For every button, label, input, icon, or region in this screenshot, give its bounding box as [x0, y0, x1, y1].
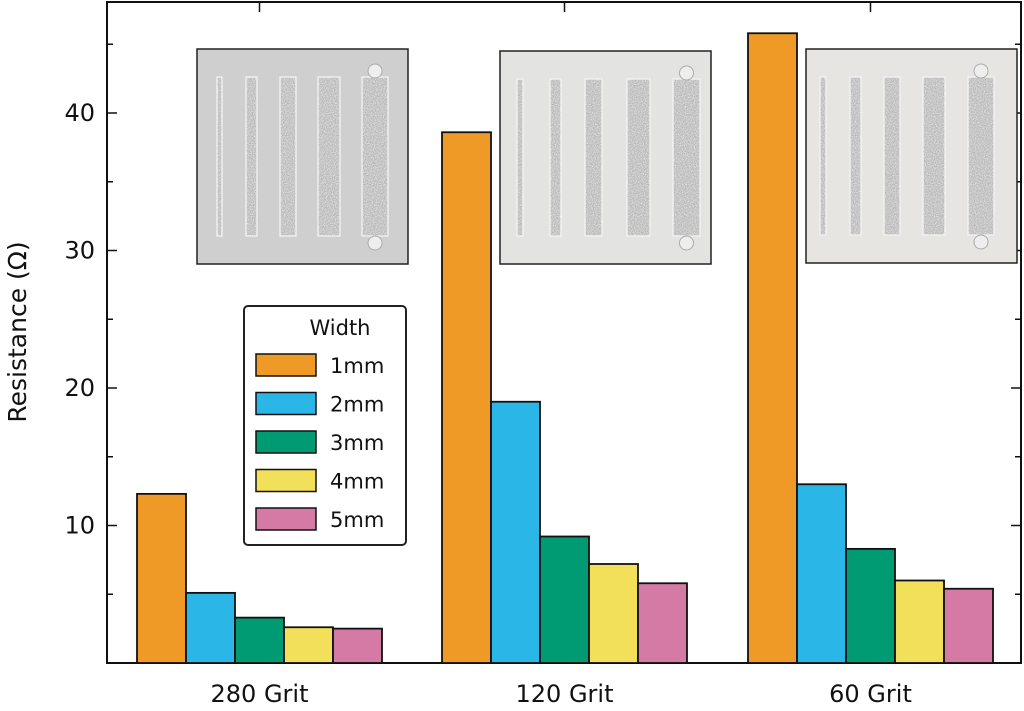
bar: [136, 492, 187, 664]
bar: [845, 547, 896, 664]
inset-photo: [196, 48, 409, 265]
contact-pad: [973, 234, 989, 250]
trace-texture: [362, 77, 388, 236]
y-tick-label: 40: [64, 99, 95, 127]
bar: [234, 616, 285, 664]
contact-pad: [679, 235, 694, 251]
legend-label: 5mm: [330, 508, 384, 532]
x-axis: 280 Grit 120 Grit 60 Grit: [211, 2, 912, 708]
trace-texture: [820, 77, 826, 235]
bar: [441, 131, 492, 664]
legend-label: 2mm: [330, 393, 384, 417]
y-tick-label: 20: [64, 374, 95, 402]
inset-photo: [805, 48, 1018, 264]
trace-texture: [280, 77, 296, 236]
legend: Width 1mm 2mm 3mm 4mm 5mm: [243, 305, 407, 546]
contact-pad: [367, 235, 383, 251]
trace-texture: [884, 77, 900, 235]
y-tick-label: 10: [64, 512, 95, 540]
bar: [185, 591, 236, 664]
trace-texture: [850, 77, 861, 235]
trace-texture: [923, 77, 945, 235]
legend-swatch: [255, 353, 317, 377]
contact-pad: [679, 65, 694, 81]
trace-texture: [517, 79, 523, 236]
bar: [943, 587, 994, 664]
photo-insets: [196, 48, 1018, 265]
bar: [283, 626, 334, 664]
x-tick-label: 120 Grit: [516, 680, 614, 708]
y-axis: 10 20 30 40: [64, 43, 1021, 595]
bar: [637, 582, 688, 664]
trace-texture: [217, 77, 222, 236]
y-axis-label: Resistance (Ω): [3, 241, 32, 422]
bar: [490, 400, 541, 664]
bar: [894, 579, 945, 664]
legend-label: 4mm: [330, 470, 384, 494]
trace-texture: [968, 77, 994, 235]
legend-swatch: [255, 507, 317, 531]
x-tick-label: 60 Grit: [829, 680, 912, 708]
bar: [796, 483, 847, 664]
trace-texture: [627, 79, 650, 236]
x-tick-label: 280 Grit: [211, 680, 309, 708]
legend-label: 3mm: [330, 431, 384, 455]
trace-texture: [246, 77, 257, 236]
bar: [332, 627, 383, 664]
bar: [747, 32, 798, 664]
bar: [588, 563, 639, 664]
bar: [539, 535, 590, 664]
legend-title: Width: [309, 316, 370, 340]
contact-pad: [973, 63, 989, 79]
legend-swatch: [255, 468, 317, 493]
y-tick-label: 30: [64, 237, 95, 265]
legend-swatch: [255, 391, 317, 416]
legend-label: 1mm: [330, 354, 384, 378]
bar-series: [136, 32, 994, 664]
trace-texture: [318, 77, 340, 236]
inset-photo: [499, 50, 712, 265]
trace-texture: [585, 79, 602, 236]
contact-pad: [367, 63, 383, 79]
trace-texture: [673, 79, 700, 236]
legend-swatch: [255, 430, 317, 454]
trace-texture: [550, 79, 561, 236]
